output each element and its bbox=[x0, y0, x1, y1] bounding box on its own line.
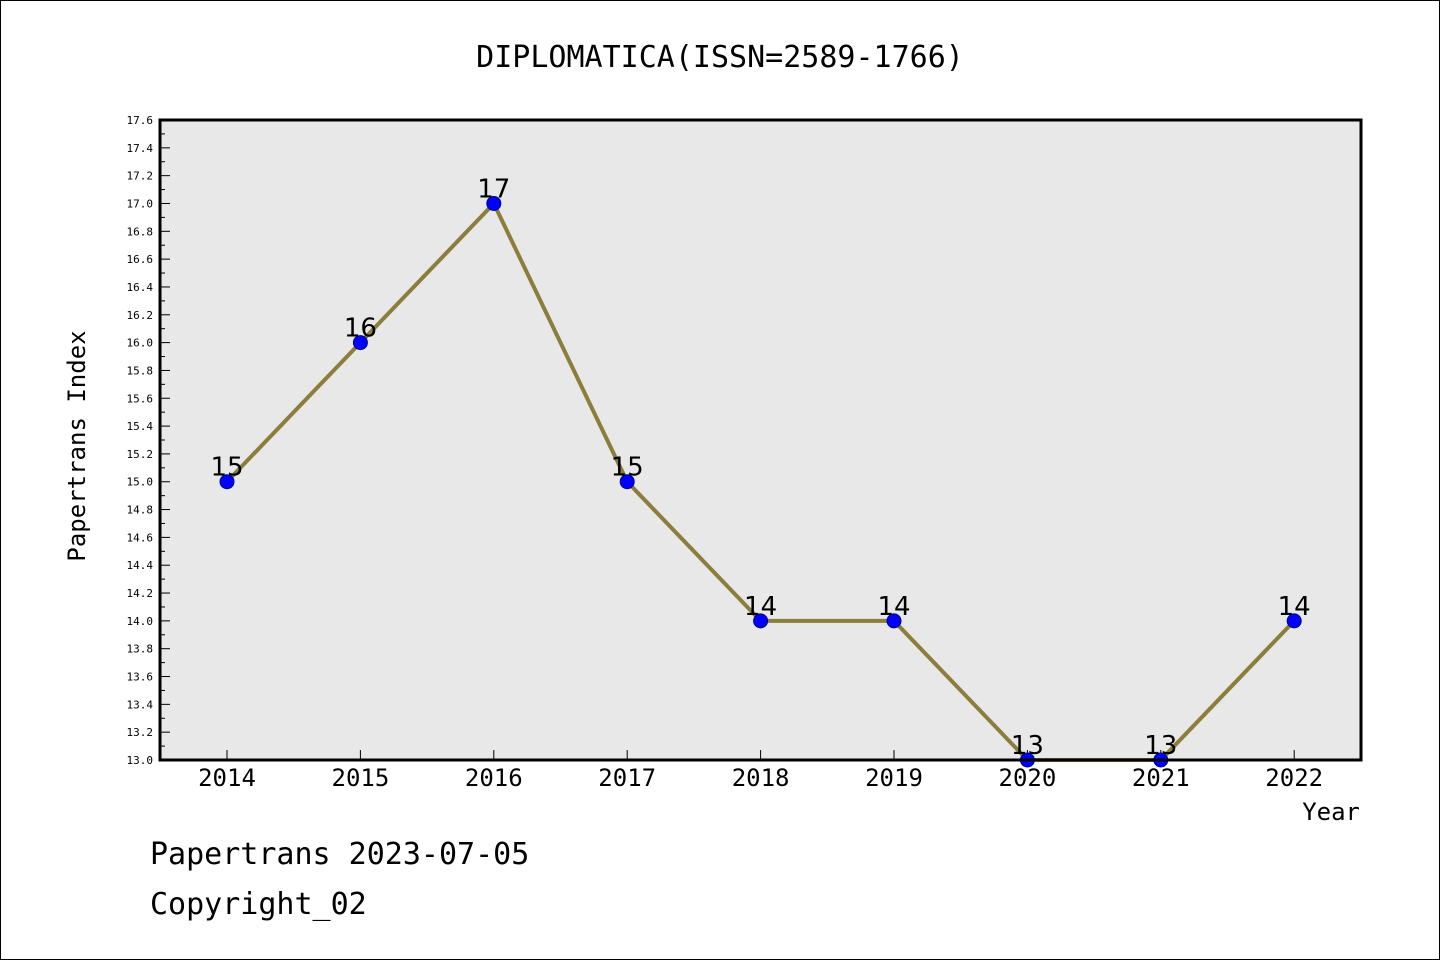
y-tick-label: 14.4 bbox=[127, 559, 154, 572]
y-tick-label: 15.4 bbox=[127, 420, 154, 433]
x-tick-label: 2022 bbox=[1265, 764, 1323, 792]
y-tick-label: 15.6 bbox=[127, 392, 154, 405]
y-tick-label: 13.4 bbox=[127, 698, 154, 711]
data-label: 13 bbox=[1011, 731, 1044, 761]
y-tick-label: 14.2 bbox=[127, 587, 154, 600]
plot-border bbox=[158, 118, 1363, 762]
data-label: 17 bbox=[477, 174, 510, 204]
x-axis-label: Year bbox=[1302, 798, 1360, 826]
y-tick-label: 17.6 bbox=[127, 114, 154, 127]
x-axis: 2014 2015 2016 2017 2018 2019 2020 2021 2022 bbox=[198, 750, 1323, 792]
y-tick-label: 15.8 bbox=[127, 364, 154, 377]
data-labels: 15 16 17 15 14 14 13 13 14 bbox=[210, 174, 1310, 761]
x-tick-label: 2021 bbox=[1132, 764, 1190, 792]
y-tick-label: 15.0 bbox=[127, 476, 154, 489]
data-label: 16 bbox=[344, 314, 377, 344]
x-tick-label: 2016 bbox=[465, 764, 523, 792]
data-point bbox=[886, 613, 902, 629]
y-axis: 13.0 13.2 13.4 13.6 13.8 14.0 14.2 14.4 14.6 14.8… bbox=[127, 114, 170, 767]
y-tick-label: 16.4 bbox=[127, 281, 154, 294]
y-tick-label: 16.0 bbox=[127, 337, 154, 350]
y-tick-label: 17.2 bbox=[127, 170, 154, 183]
data-point bbox=[1286, 613, 1302, 629]
data-label: 14 bbox=[877, 592, 910, 622]
y-tick-label: 16.6 bbox=[127, 253, 154, 266]
y-tick-label: 13.0 bbox=[127, 754, 154, 767]
data-point bbox=[352, 335, 368, 351]
x-tick-label: 2017 bbox=[598, 764, 656, 792]
data-label: 15 bbox=[611, 453, 644, 483]
data-point bbox=[753, 613, 769, 629]
y-tick-label: 16.8 bbox=[127, 225, 154, 238]
y-tick-label: 16.2 bbox=[127, 309, 154, 322]
data-label: 15 bbox=[210, 453, 243, 483]
data-label: 14 bbox=[744, 592, 777, 622]
chart-title: DIPLOMATICA(ISSN=2589-1766) bbox=[476, 40, 964, 75]
x-tick-label: 2014 bbox=[198, 764, 256, 792]
y-tick-label: 14.8 bbox=[127, 504, 154, 517]
data-point bbox=[219, 474, 235, 490]
footer-date: Papertrans 2023-07-05 bbox=[150, 837, 529, 872]
data-label: 13 bbox=[1144, 731, 1177, 761]
x-tick-label: 2020 bbox=[999, 764, 1057, 792]
plot-area bbox=[160, 120, 1361, 760]
y-tick-label: 13.2 bbox=[127, 726, 154, 739]
y-tick-label: 15.2 bbox=[127, 448, 154, 461]
y-tick-label: 17.4 bbox=[127, 142, 154, 155]
x-tick-label: 2019 bbox=[865, 764, 923, 792]
data-point bbox=[619, 474, 635, 490]
data-point bbox=[486, 195, 502, 211]
data-label: 14 bbox=[1278, 592, 1311, 622]
y-axis-label: Papertrans Index bbox=[63, 330, 91, 561]
x-tick-label: 2015 bbox=[332, 764, 390, 792]
y-tick-label: 17.0 bbox=[127, 197, 154, 210]
x-tick-label: 2018 bbox=[732, 764, 790, 792]
y-tick-label: 13.8 bbox=[127, 643, 154, 656]
y-tick-label: 14.0 bbox=[127, 615, 154, 628]
y-tick-label: 14.6 bbox=[127, 531, 154, 544]
footer-copyright: Copyright_02 bbox=[150, 887, 367, 922]
y-tick-label: 13.6 bbox=[127, 671, 154, 684]
